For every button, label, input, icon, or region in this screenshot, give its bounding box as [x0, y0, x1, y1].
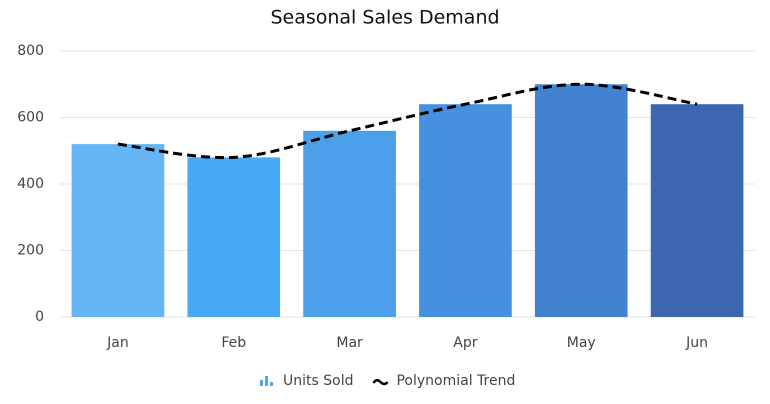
legend-icon — [372, 379, 389, 386]
y-tick-label: 800 — [17, 43, 44, 59]
x-tick-label: Mar — [336, 335, 363, 351]
x-tick-label: May — [567, 335, 596, 351]
bar — [303, 130, 396, 317]
legend: Units Sold Polynomial Trend — [260, 373, 515, 389]
x-tick-label: Apr — [453, 335, 477, 351]
legend-icon — [270, 382, 273, 386]
legend-icon — [260, 380, 263, 386]
bar — [71, 144, 165, 317]
bar — [187, 157, 281, 317]
bar — [650, 104, 744, 317]
legend-icon — [265, 376, 268, 386]
x-tick-label: Jun — [685, 335, 708, 351]
x-tick-label: Feb — [221, 335, 246, 351]
trend-line — [117, 82, 698, 160]
legend-label: Polynomial Trend — [396, 373, 515, 389]
legend-item[interactable]: Units Sold — [260, 373, 353, 389]
legend-label: Units Sold — [283, 373, 353, 389]
y-tick-label: 200 — [17, 243, 44, 259]
chart-title: Seasonal Sales Demand — [270, 7, 499, 29]
y-tick-label: 600 — [17, 110, 44, 126]
bar — [534, 84, 628, 317]
x-tick-label: Jan — [106, 335, 129, 351]
y-tick-label: 0 — [35, 309, 44, 325]
legend-item[interactable]: Polynomial Trend — [372, 373, 515, 389]
y-tick-label: 400 — [17, 176, 44, 192]
bar — [419, 104, 512, 317]
